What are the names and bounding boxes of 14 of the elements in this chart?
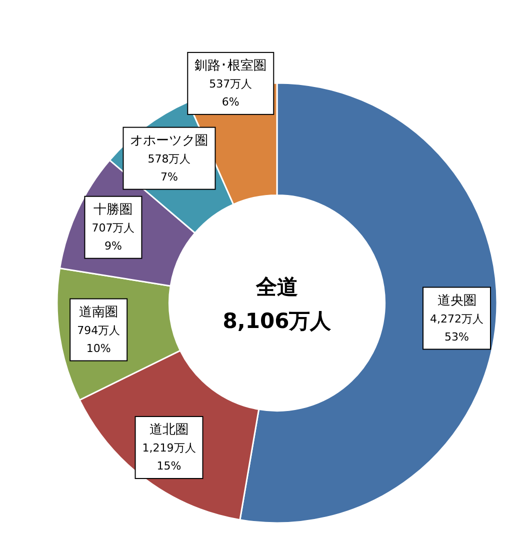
slice-label: 道北圏 xyxy=(150,422,189,438)
slice-label: 道央圏 xyxy=(437,293,476,308)
slice-label: 釧路･根室圏 xyxy=(194,57,267,74)
data-label: 794万人 10% xyxy=(77,324,120,355)
text: 8,106万人 xyxy=(222,309,332,333)
slice-label: 十勝圏 xyxy=(94,202,133,218)
text: 全道 xyxy=(255,275,298,299)
slice-label: 道南圏 xyxy=(79,304,118,320)
data-label: 537万人 6% xyxy=(209,77,252,108)
data-label: 4,272万人 53% xyxy=(430,312,484,344)
slice-label: オホーツク圏 xyxy=(130,133,208,148)
data-label: 578万人 7% xyxy=(148,152,191,184)
data-label: 1,219万人 15% xyxy=(142,442,196,473)
data-label: 707万人 9% xyxy=(92,221,135,252)
